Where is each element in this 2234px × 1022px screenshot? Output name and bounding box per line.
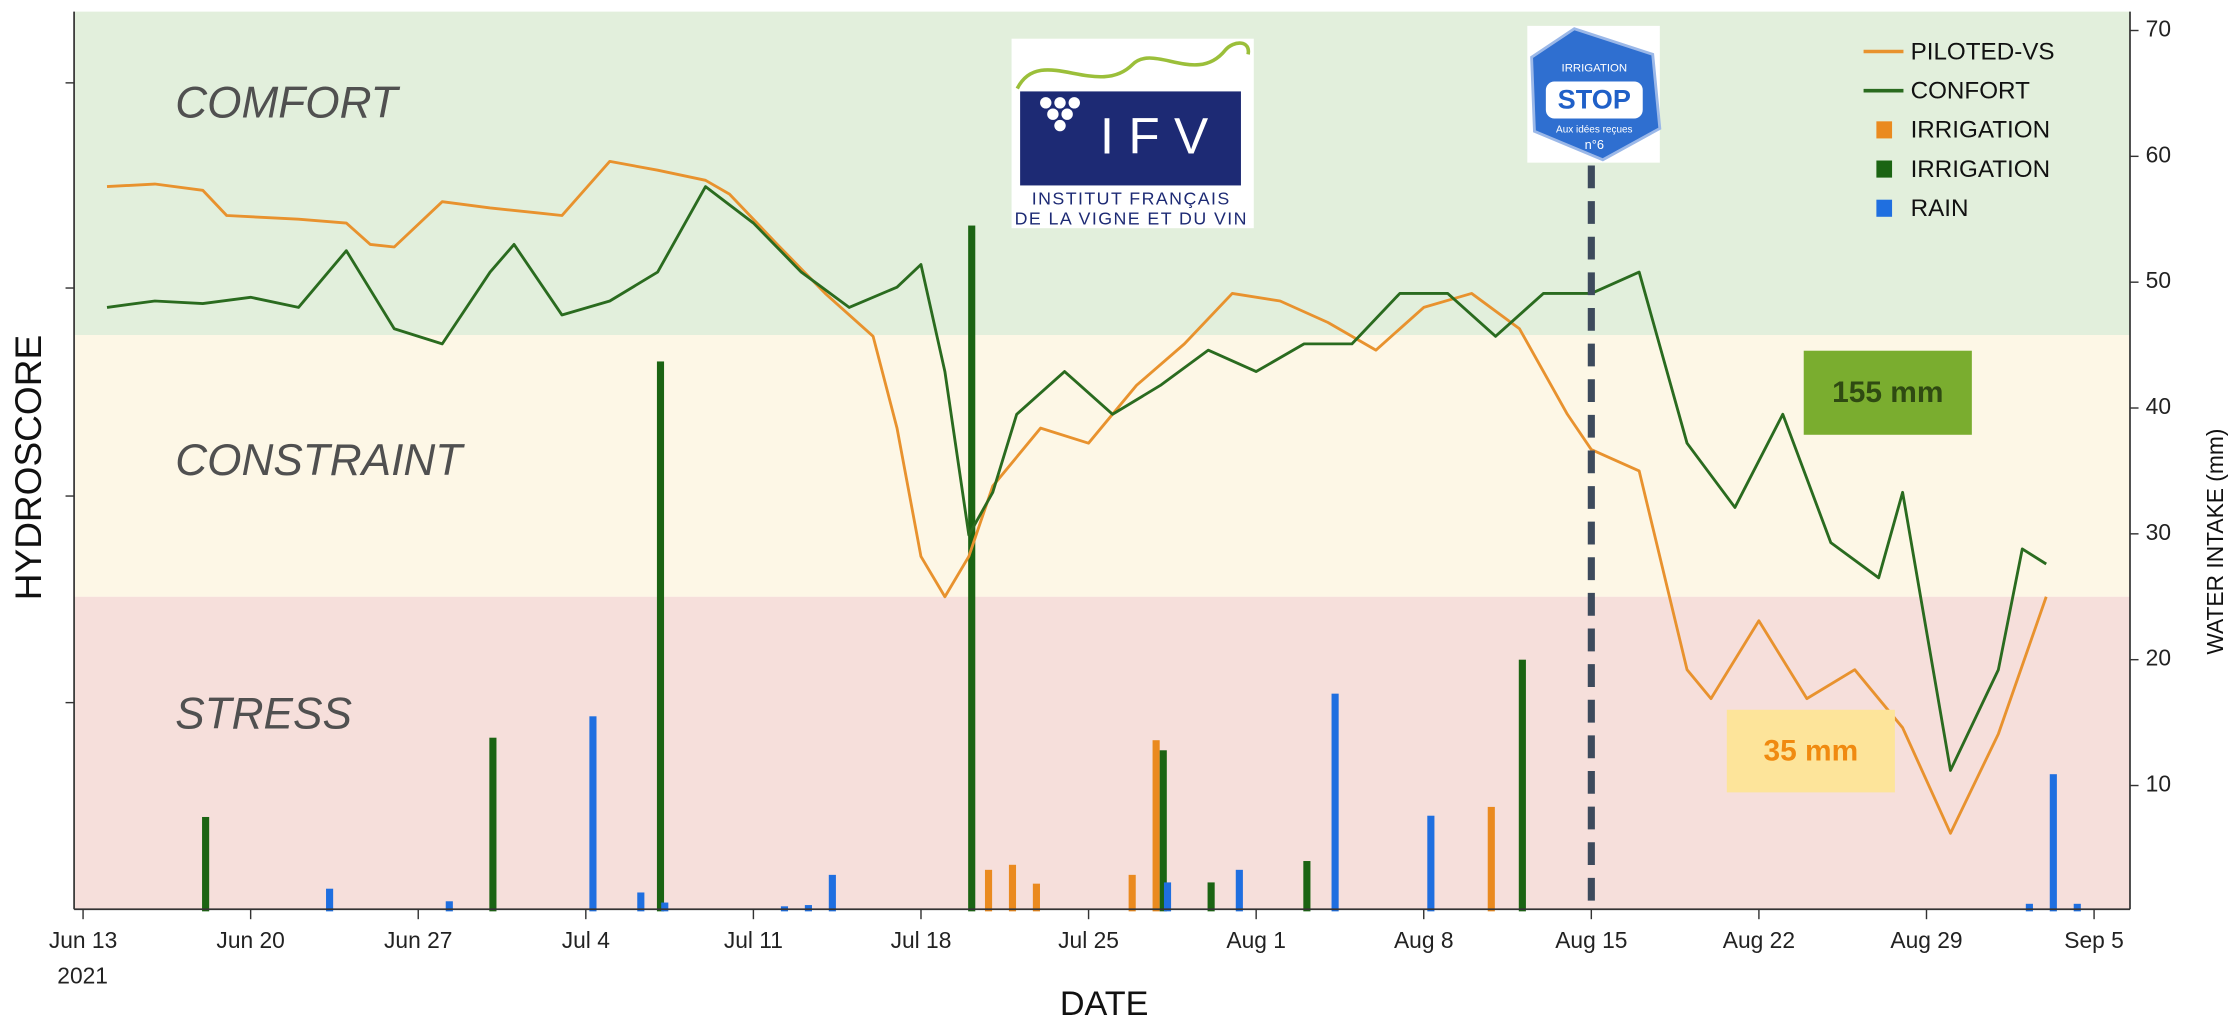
x-tick-label: Jul 25 <box>1058 927 1119 953</box>
stop-main: STOP <box>1558 84 1631 115</box>
zone-label: COMFORT <box>175 78 400 127</box>
legend-label: IRRIGATION <box>1911 117 2050 144</box>
bar <box>828 874 836 912</box>
legend-label: PILOTED-VS <box>1911 38 2055 65</box>
bar <box>1159 750 1167 912</box>
x-tick-label: Jun 20 <box>216 927 284 953</box>
bar <box>2073 903 2081 912</box>
stop-number: n°6 <box>1585 137 1604 152</box>
bar <box>968 225 976 912</box>
bar <box>1128 874 1136 912</box>
y-axis-title: HYDROSCORE <box>7 335 49 600</box>
bar <box>661 902 669 912</box>
bar <box>489 737 497 912</box>
bar <box>202 816 210 912</box>
y-tick-label: 60 <box>2146 141 2171 167</box>
x-tick-label: Jul 11 <box>724 927 783 953</box>
x-tick-label: Aug 15 <box>1555 927 1627 953</box>
bar <box>1207 882 1215 912</box>
bar <box>326 888 334 912</box>
legend-label: RAIN <box>1911 195 1969 222</box>
bar <box>2025 903 2033 912</box>
x-tick-label: Jun 13 <box>49 927 117 953</box>
ifv-name: IFV <box>1100 107 1223 164</box>
x-tick-label: Aug 22 <box>1723 927 1795 953</box>
bar <box>1008 864 1017 912</box>
x-tick-label: Jun 27 <box>384 927 452 953</box>
y-tick-label: 20 <box>2146 645 2171 671</box>
y-tick-label: 10 <box>2146 771 2171 797</box>
bar <box>637 892 645 912</box>
annotation-box <box>1726 709 1895 793</box>
x-year-label: 2021 <box>57 963 108 989</box>
x-tick-label: Jul 18 <box>891 927 952 953</box>
spines <box>73 11 2131 911</box>
zone-band <box>74 335 2130 597</box>
y-tick-label: 40 <box>2146 393 2171 419</box>
x-axis-title: DATE <box>1060 985 1149 1022</box>
bar <box>1032 883 1040 912</box>
bar <box>984 869 993 912</box>
series-line <box>106 159 2048 835</box>
x-tick-label: Sep 5 <box>2064 927 2124 953</box>
stop-top: IRRIGATION <box>1562 63 1628 75</box>
ifv-logo: IFV INSTITUT FRANÇAIS DE LA VIGNE ET DU … <box>1011 38 1254 228</box>
y-tick-label: 50 <box>2146 267 2171 293</box>
series-line <box>106 185 2047 772</box>
left-axis-ticks <box>65 82 75 704</box>
x-tick-label: Aug 29 <box>1890 927 1962 953</box>
bar <box>445 901 453 912</box>
x-tick-label: Jul 4 <box>562 927 610 953</box>
legend-label: IRRIGATION <box>1911 156 2050 183</box>
annotation: 35 mm <box>1763 734 1858 767</box>
bar <box>1487 806 1495 912</box>
legend-swatch <box>1876 121 1893 139</box>
bar <box>1163 882 1172 912</box>
bar <box>1235 869 1243 912</box>
bar <box>1152 740 1160 912</box>
x-tick-label: Aug 8 <box>1394 927 1454 953</box>
bar <box>1427 815 1435 912</box>
zone-label: CONSTRAINT <box>175 436 465 485</box>
y2-axis-title: WATER INTAKE (mm) <box>2202 429 2228 655</box>
bar <box>589 716 597 912</box>
ifv-line: INSTITUT FRANÇAIS <box>1032 188 1231 208</box>
stop-sub: Aux idées reçues <box>1556 125 1632 136</box>
ifv-line: DE LA VIGNE ET DU VIN <box>1015 208 1248 228</box>
x-tick-label: Aug 1 <box>1226 927 1286 953</box>
legend-swatch <box>1876 199 1893 217</box>
legend-swatch <box>1876 160 1893 178</box>
bar <box>1331 693 1339 912</box>
y-tick-label: 70 <box>2146 16 2171 42</box>
bar <box>656 361 665 912</box>
stop-logo: IRRIGATION STOP Aux idées reçues n°6 <box>1527 25 1662 163</box>
bar <box>2049 774 2057 912</box>
zone-label: STRESS <box>175 690 352 739</box>
annotation-box <box>1803 350 1972 435</box>
annotation: 155 mm <box>1832 376 1943 409</box>
legend-label: CONFORT <box>1911 78 2031 105</box>
bar <box>1303 861 1311 912</box>
bar <box>804 905 812 912</box>
bar <box>1518 659 1526 912</box>
y-tick-label: 30 <box>2146 519 2171 545</box>
